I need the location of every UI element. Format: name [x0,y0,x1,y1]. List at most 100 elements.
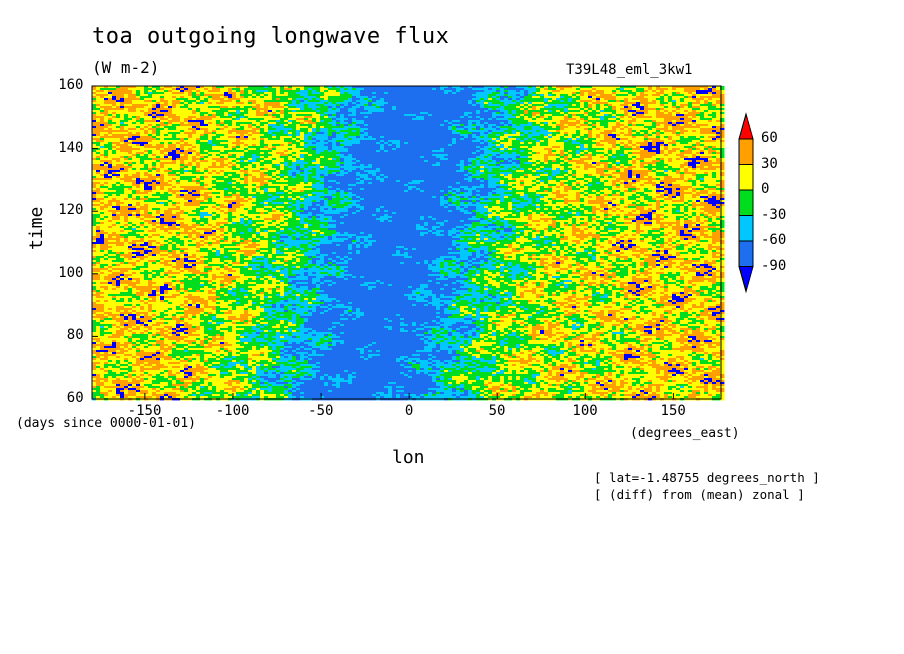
heatmap-cell [720,110,725,113]
heatmap-cell [448,122,453,125]
heatmap-cell [352,108,357,111]
heatmap-cell [384,106,389,109]
heatmap-cell [168,116,173,119]
heatmap-cell [180,98,185,101]
heatmap-cell [312,100,317,103]
heatmap-cell [552,98,557,101]
heatmap-cell [340,98,345,101]
heatmap-cell [580,124,585,127]
heatmap-cell [436,128,441,131]
heatmap-cell [528,100,533,103]
heatmap-cell [148,100,153,103]
heatmap-cell [204,86,209,89]
heatmap-cell [212,134,217,137]
heatmap-cell [612,106,617,109]
heatmap-cell [168,86,173,89]
heatmap-cell [492,90,497,93]
heatmap-cell [392,124,397,127]
heatmap-cell [380,110,385,113]
heatmap-cell [200,122,205,125]
heatmap-cell [284,110,289,113]
heatmap-cell [704,94,709,97]
heatmap-cell [184,92,189,95]
heatmap-cell [336,108,341,111]
heatmap-cell [572,126,577,129]
heatmap-cell [148,130,153,133]
heatmap-cell [360,128,365,131]
heatmap-cell [120,98,125,101]
heatmap-cell [692,112,697,115]
heatmap-cell [648,120,653,123]
heatmap-cell [684,88,689,91]
heatmap-cell [284,132,289,135]
heatmap-cell [544,122,549,125]
heatmap-cell [336,132,341,135]
heatmap-cell [292,98,297,101]
heatmap-cell [660,122,665,125]
heatmap-cell [656,128,661,131]
heatmap-cell [552,126,557,129]
heatmap-cell [644,100,649,103]
heatmap-cell [108,114,113,117]
heatmap-cell [96,116,101,119]
heatmap-cell [228,114,233,117]
heatmap-cell [128,86,133,89]
heatmap-cell [608,130,613,133]
heatmap-cell [528,108,533,111]
heatmap-cell [556,118,561,121]
heatmap-cell [144,94,149,97]
heatmap-cell [684,110,689,113]
heatmap-cell [220,88,225,91]
heatmap-cell [664,114,669,117]
heatmap-cell [360,106,365,109]
heatmap-cell [620,122,625,125]
heatmap-cell [600,88,605,91]
heatmap-cell [316,96,321,99]
heatmap-cell [196,104,201,107]
heatmap-cell [668,132,673,135]
heatmap-cell [720,108,725,111]
heatmap-cell [720,130,725,133]
heatmap-cell [328,132,333,135]
heatmap-cell [460,114,465,117]
heatmap-cell [636,126,641,129]
heatmap-cell [680,114,685,117]
heatmap-cell [280,102,285,105]
heatmap-cell [488,120,493,123]
heatmap-cell [400,132,405,135]
heatmap-cell [196,126,201,129]
heatmap-cell [364,120,369,123]
heatmap-cell [576,102,581,105]
heatmap-cell [328,94,333,97]
heatmap-cell [336,114,341,117]
heatmap-cell [636,132,641,135]
heatmap-cell [480,108,485,111]
heatmap-cell [356,134,361,137]
heatmap-cell [376,90,381,93]
heatmap-cell [276,96,281,99]
heatmap-cell [440,128,445,131]
heatmap-cell [408,96,413,99]
heatmap-cell [268,128,273,131]
heatmap-cell [368,96,373,99]
heatmap-cell [212,126,217,129]
heatmap-cell [384,116,389,119]
heatmap-cell [104,114,109,117]
heatmap-cell [372,128,377,131]
heatmap-cell [500,110,505,113]
heatmap-cell [364,126,369,129]
heatmap-cell [488,90,493,93]
heatmap-cell [216,92,221,95]
heatmap-cell [428,118,433,121]
heatmap-cell [700,86,705,89]
heatmap-cell [92,92,97,95]
heatmap-cell [636,108,641,111]
heatmap-cell [468,108,473,111]
heatmap-cell [580,116,585,119]
heatmap-cell [720,116,725,119]
heatmap-cell [636,90,641,93]
heatmap-cell [520,130,525,133]
heatmap-cell [100,126,105,129]
heatmap-cell [444,92,449,95]
heatmap-cell [344,108,349,111]
